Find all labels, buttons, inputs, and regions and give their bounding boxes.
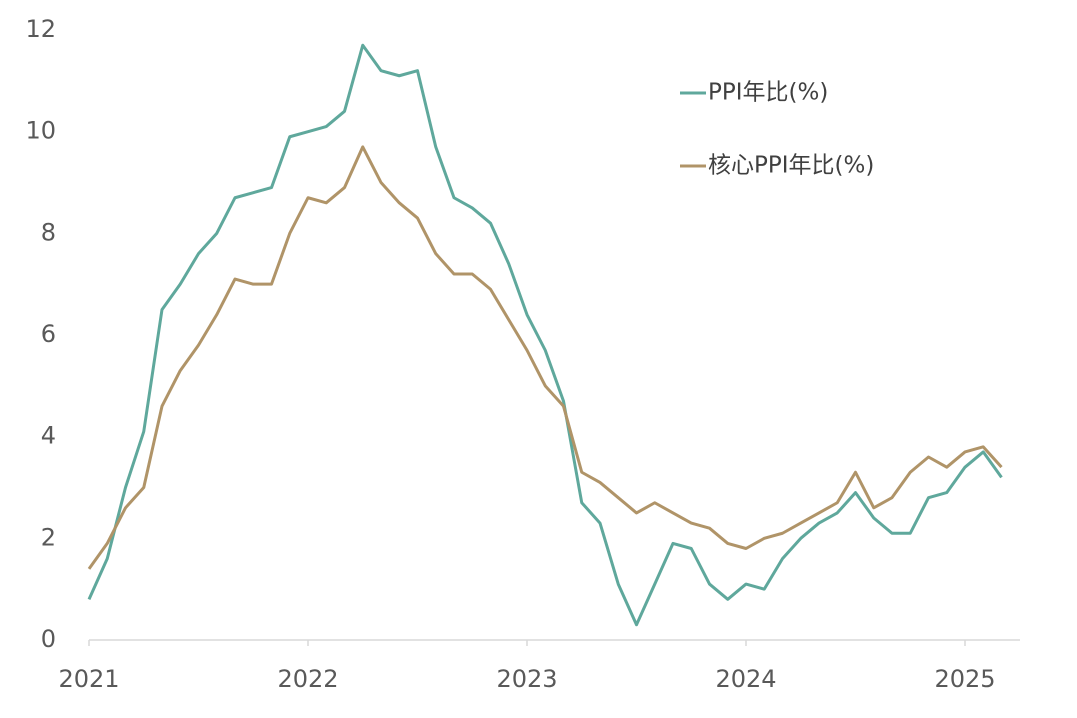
y-tick-label: 8 [41, 218, 56, 246]
x-tick-label: 2023 [496, 665, 557, 693]
y-tick-label: 4 [41, 422, 56, 450]
y-tick-label: 12 [25, 15, 56, 43]
series-line [87, 43, 1003, 627]
y-tick-label: 6 [41, 320, 56, 348]
y-tick-label: 10 [25, 117, 56, 145]
y-tick-label: 0 [41, 625, 56, 653]
y-tick-label: 2 [41, 523, 56, 551]
x-tick-label: 2025 [934, 665, 995, 693]
legend-label: PPI年比(%) [708, 80, 828, 106]
series-line [87, 145, 1003, 570]
x-tick-label: 2024 [715, 665, 776, 693]
x-tick-label: 2022 [277, 665, 338, 693]
x-tick-label: 2021 [58, 665, 119, 693]
legend-label: 核心PPI年比(%) [708, 153, 874, 179]
